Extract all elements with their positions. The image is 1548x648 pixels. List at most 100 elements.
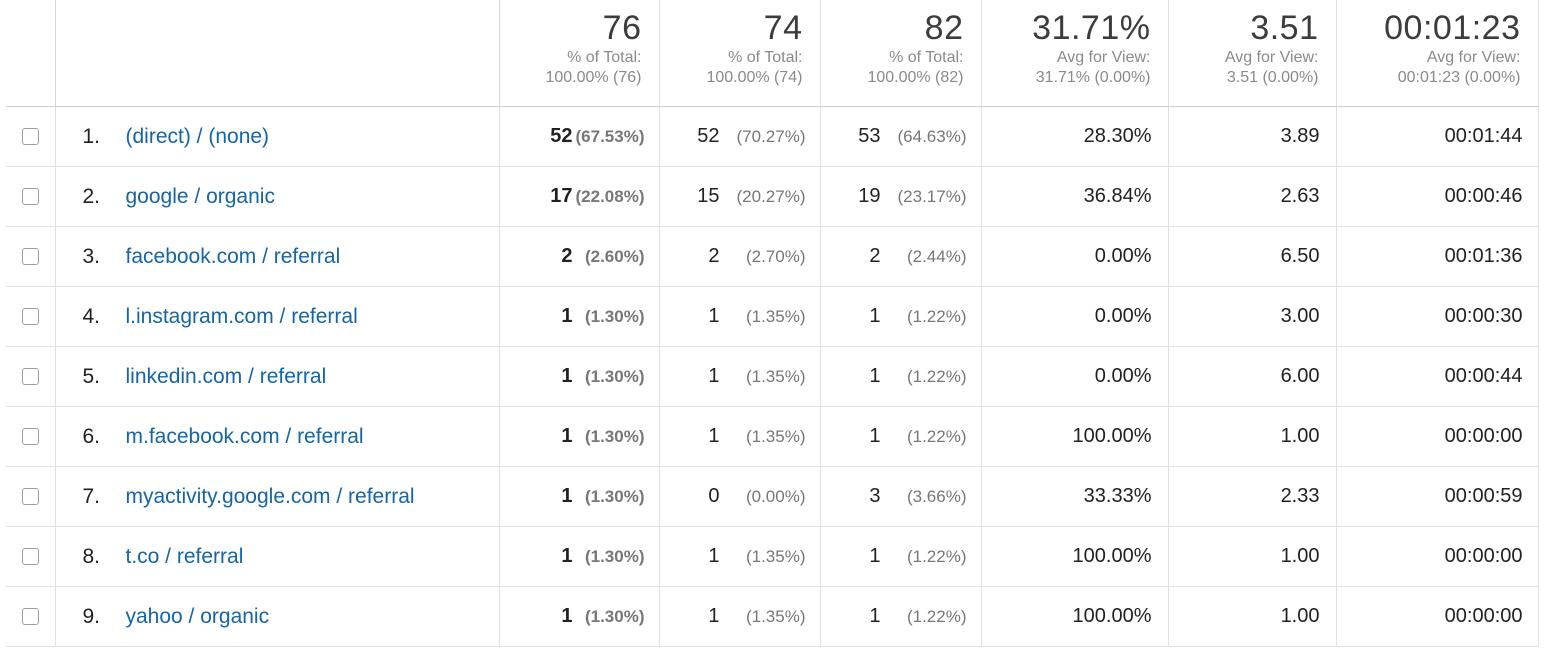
row-check-cell (6, 286, 56, 347)
avg-value: 33.33% (981, 466, 1169, 527)
source-medium-link[interactable]: (direct) / (none) (125, 124, 270, 148)
summary-cell: 00:01:23 Avg for View: 00:01:23 (0.00%) (1336, 0, 1539, 107)
summary-cell: 82 % of Total: 100.00% (82) (820, 0, 982, 107)
metric-percent: (1.22%) (906, 427, 967, 446)
metric-value: 1 (869, 305, 881, 327)
row-check-cell (6, 586, 56, 647)
metric-cell: 1 (1.22%) (820, 286, 982, 347)
summary-value: 3.51 (1250, 9, 1319, 47)
row-checkbox[interactable] (21, 187, 39, 205)
source-medium-link[interactable]: t.co / referral (125, 544, 244, 568)
dimension-cell: 8. t.co / referral (55, 526, 500, 587)
row-checkbox[interactable] (21, 487, 39, 505)
metric-value: 2 (561, 245, 573, 267)
metric-cell: 1 (1.30%) (499, 586, 660, 647)
row-checkbox[interactable] (21, 307, 39, 325)
metric-cell: 1 (1.30%) (499, 466, 660, 527)
metric-percent: (2.60%) (584, 247, 645, 266)
avg-value: 100.00% (981, 526, 1169, 587)
metric-cell: 3 (3.66%) (820, 466, 982, 527)
row-index: 4. (82, 304, 101, 328)
metric-percent: (1.30%) (584, 547, 645, 566)
dimension-cell: 4. l.instagram.com / referral (55, 286, 500, 347)
summary-label: Avg for View: (1056, 49, 1151, 66)
row-check-cell (6, 526, 56, 587)
metric-percent: (23.17%) (897, 187, 967, 206)
metric-value: 1 (708, 545, 720, 567)
source-medium-link[interactable]: linkedin.com / referral (125, 364, 327, 388)
summary-total: 00:01:23 (0.00%) (1397, 69, 1521, 86)
summary-value: 82 (924, 9, 964, 47)
metric-percent: (1.30%) (584, 487, 645, 506)
summary-cell: 3.51 Avg for View: 3.51 (0.00%) (1168, 0, 1337, 107)
source-medium-link[interactable]: yahoo / organic (125, 604, 270, 628)
metric-percent: (67.53%) (575, 127, 645, 146)
summary-total: 31.71% (0.00%) (1035, 69, 1151, 86)
dimension-cell: 6. m.facebook.com / referral (55, 406, 500, 467)
source-medium-link[interactable]: l.instagram.com / referral (125, 304, 358, 328)
row-checkbox[interactable] (21, 247, 39, 265)
metric-value: 1 (561, 425, 573, 447)
metric-percent: (20.27%) (736, 187, 806, 206)
source-medium-link[interactable]: facebook.com / referral (125, 244, 341, 268)
table-row: 4. l.instagram.com / referral 1 (1.30%) 1 (… (6, 286, 1539, 347)
metric-cell: 2 (2.70%) (659, 226, 821, 287)
avg-value: 0.00% (981, 346, 1169, 407)
metric-value: 1 (561, 305, 573, 327)
table-row: 3. facebook.com / referral 2 (2.60%) 2 (2.7… (6, 226, 1539, 287)
report-table: 76 % of Total: 100.00% (76) 74 % of Tota… (6, 0, 1539, 647)
source-medium-link[interactable]: m.facebook.com / referral (125, 424, 364, 448)
avg-value: 2.33 (1168, 466, 1337, 527)
summary-total: 100.00% (76) (545, 69, 642, 86)
source-medium-link[interactable]: myactivity.google.com / referral (125, 484, 415, 508)
avg-value: 100.00% (981, 586, 1169, 647)
dimension-cell: 5. linkedin.com / referral (55, 346, 500, 407)
metric-percent: (1.22%) (906, 307, 967, 326)
metric-value: 1 (869, 365, 881, 387)
metric-percent: (1.30%) (584, 607, 645, 626)
summary-dimension-cell (55, 0, 500, 107)
row-index: 3. (82, 244, 101, 268)
avg-value: 00:00:00 (1336, 586, 1539, 647)
summary-cell: 31.71% Avg for View: 31.71% (0.00%) (981, 0, 1169, 107)
summary-label: % of Total: (889, 49, 964, 66)
row-check-cell (6, 346, 56, 407)
avg-value: 1.00 (1168, 586, 1337, 647)
metric-value: 1 (869, 545, 881, 567)
row-checkbox[interactable] (21, 367, 39, 385)
row-checkbox[interactable] (21, 427, 39, 445)
summary-total: 100.00% (74) (706, 69, 803, 86)
row-check-cell (6, 106, 56, 167)
metric-value: 0 (708, 485, 720, 507)
table-row: 2. google / organic 17 (22.08%) 15 (20.27%)… (6, 166, 1539, 227)
summary-label: Avg for View: (1426, 49, 1521, 66)
metric-percent: (22.08%) (575, 187, 645, 206)
avg-value: 0.00% (981, 286, 1169, 347)
avg-value: 00:00:00 (1336, 406, 1539, 467)
metric-value: 1 (561, 365, 573, 387)
metric-value: 19 (858, 185, 881, 207)
row-checkbox[interactable] (21, 547, 39, 565)
metric-percent: (1.30%) (584, 367, 645, 386)
metric-value: 1 (561, 545, 573, 567)
metric-cell: 1 (1.30%) (499, 346, 660, 407)
row-index: 5. (82, 364, 101, 388)
row-check-cell (6, 466, 56, 527)
metric-value: 1 (561, 485, 573, 507)
metric-value: 52 (550, 125, 573, 147)
metric-cell: 1 (1.30%) (499, 406, 660, 467)
metric-percent: (1.35%) (745, 427, 806, 446)
metric-value: 1 (708, 305, 720, 327)
row-checkbox[interactable] (21, 607, 39, 625)
metric-percent: (2.44%) (906, 247, 967, 266)
metric-value: 17 (550, 185, 573, 207)
metric-percent: (64.63%) (897, 127, 967, 146)
metric-cell: 1 (1.35%) (659, 346, 821, 407)
summary-value: 76 (602, 9, 642, 47)
row-checkbox[interactable] (21, 127, 39, 145)
metric-cell: 1 (1.22%) (820, 406, 982, 467)
summary-label: Avg for View: (1224, 49, 1319, 66)
metric-cell: 2 (2.60%) (499, 226, 660, 287)
metric-value: 1 (561, 605, 573, 627)
source-medium-link[interactable]: google / organic (125, 184, 275, 208)
